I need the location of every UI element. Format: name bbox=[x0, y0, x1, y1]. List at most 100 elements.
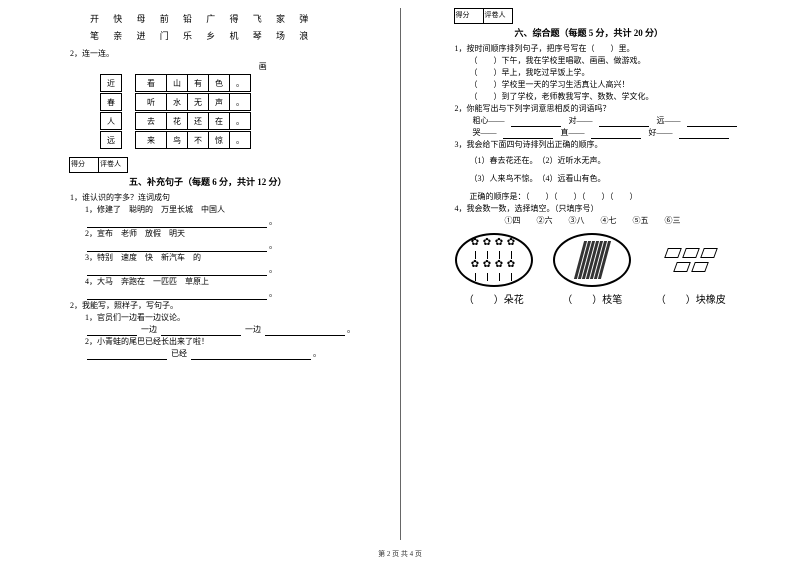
antonym-row: 哭—— 直—— 好—— bbox=[470, 127, 771, 139]
grid-cell: 山 bbox=[166, 74, 188, 92]
fill: 已经 。 bbox=[85, 348, 386, 360]
text: 一边 bbox=[141, 325, 157, 334]
right-column: 得分 评卷人 六、综合题（每题 5 分，共计 20 分） 1，按时间顺序排列句子… bbox=[405, 8, 781, 540]
grid-cell: 声 bbox=[208, 93, 230, 111]
left-box: 近 bbox=[100, 74, 122, 92]
q6-1-line: （ ）早上，我吃过早饭上学。 bbox=[470, 67, 771, 79]
oval-frame bbox=[553, 233, 631, 287]
char-row-1: 开 快 母 前 铅 广 得 飞 家 弹 bbox=[90, 12, 386, 25]
q5-1-4: 4，大马 奔跑在 一匹匹 草原上 bbox=[85, 276, 386, 288]
text: 一边 bbox=[245, 325, 261, 334]
blank-line[interactable] bbox=[161, 327, 241, 336]
blank-line[interactable] bbox=[87, 291, 267, 300]
q6-2: 2，你能写出与下列字词意思相反的词语吗？ bbox=[455, 103, 771, 115]
blank-line[interactable] bbox=[265, 327, 345, 336]
text: 哭—— bbox=[473, 128, 497, 137]
grid-cell: 。 bbox=[229, 131, 251, 149]
section-5-title: 五、补充句子（每题 6 分，共计 12 分） bbox=[30, 175, 386, 188]
q6-3: 3，我会给下面四句诗排列出正确的顺序。 bbox=[455, 139, 771, 151]
blank-line[interactable] bbox=[503, 130, 553, 139]
text: 2，宣布 老师 放假 明天 bbox=[85, 229, 185, 238]
text: 3，特别 速度 快 新汽车 的 bbox=[85, 253, 201, 262]
caption: （ ）块橡皮 bbox=[652, 291, 730, 306]
score-box: 得分 评卷人 bbox=[70, 157, 386, 173]
grid-cell: 惊 bbox=[208, 131, 230, 149]
pencils-icon bbox=[579, 241, 606, 279]
flowers-icon bbox=[471, 239, 517, 281]
blank-line[interactable] bbox=[87, 243, 267, 252]
text: 已经 bbox=[171, 349, 187, 358]
antonym-row: 粗心—— 对—— 远—— bbox=[470, 115, 771, 127]
q5-2-2: 2，小青蛙的尾巴已经长出来了啦！ bbox=[85, 336, 386, 348]
grid-row: 近 看 山 有 色 。 bbox=[100, 74, 386, 92]
q5-1-1: 1，修建了 聪明的 万里长城 中国人 bbox=[85, 204, 386, 216]
left-box: 春 bbox=[100, 93, 122, 111]
grid-cell: 看 bbox=[135, 74, 167, 92]
grid-cell: 去 bbox=[135, 112, 167, 130]
page-container: 开 快 母 前 铅 广 得 飞 家 弹 笔 亲 进 门 乐 乡 机 琴 场 浪 … bbox=[0, 0, 800, 540]
char-row-2: 笔 亲 进 门 乐 乡 机 琴 场 浪 bbox=[90, 29, 386, 42]
q6-1-line: （ ）学校里一天的学习生活真让人高兴！ bbox=[470, 79, 771, 91]
blank-line[interactable] bbox=[687, 118, 737, 127]
fill: 。 bbox=[85, 216, 386, 228]
left-box: 远 bbox=[100, 131, 122, 149]
grid-cell: 水 bbox=[166, 93, 188, 111]
blank-line[interactable] bbox=[591, 130, 641, 139]
blank-line[interactable] bbox=[599, 118, 649, 127]
q6-4: 4，我会数一数，选择填空。（只填序号） bbox=[455, 203, 771, 215]
score-box: 得分 评卷人 bbox=[455, 8, 771, 24]
grid-cell: 。 bbox=[229, 112, 251, 130]
poem-line: （3）人来鸟不惊。 （4）远看山有色。 bbox=[470, 173, 771, 185]
text: 4，大马 奔跑在 一匹匹 草原上 bbox=[85, 277, 209, 286]
text: 远—— bbox=[657, 116, 681, 125]
fill: 。 bbox=[85, 240, 386, 252]
grid-cell: 鸟 bbox=[166, 131, 188, 149]
score-cell: 得分 bbox=[69, 157, 99, 173]
q5-2: 2，我能写，照样子，写句子。 bbox=[70, 300, 386, 312]
caption-text: 枝笔 bbox=[602, 295, 622, 306]
grid-row: 春 听 水 无 声 。 bbox=[100, 93, 386, 111]
blank-line[interactable] bbox=[87, 219, 267, 228]
q6-1-line: （ ）下午，我在学校里唱歌、画画、做游戏。 bbox=[470, 55, 771, 67]
q5-1-2: 2，宣布 老师 放假 明天 bbox=[85, 228, 386, 240]
score-cell: 得分 bbox=[454, 8, 484, 24]
grid-cell: 无 bbox=[187, 93, 209, 111]
caption-text: 块橡皮 bbox=[696, 295, 726, 306]
blank-line[interactable] bbox=[191, 351, 311, 360]
text: 直—— bbox=[561, 128, 585, 137]
image-row: （ ）朵花 （ ）枝笔 （ ）块橡皮 bbox=[445, 233, 741, 306]
column-divider bbox=[400, 8, 401, 540]
match-grid: 画 近 看 山 有 色 。 春 听 水 无 声 。 人 去 花 还 bbox=[100, 61, 386, 149]
poem-line: （1）春去花还在。 （2）近听水无声。 bbox=[470, 155, 771, 167]
q6-1: 1，按时间顺序排列句子，把序号写在（ ）里。 bbox=[455, 43, 771, 55]
grid-row: 远 来 鸟 不 惊 。 bbox=[100, 131, 386, 149]
fill: 。 bbox=[85, 288, 386, 300]
q2-label: 2，连一连。 bbox=[70, 48, 386, 59]
grid-cell: 花 bbox=[166, 112, 188, 130]
grader-cell: 评卷人 bbox=[483, 8, 513, 24]
blank-line[interactable] bbox=[87, 327, 137, 336]
grid-cell: 色 bbox=[208, 74, 230, 92]
text: 对—— bbox=[569, 116, 593, 125]
blank-line[interactable] bbox=[87, 267, 267, 276]
q5-1-3: 3，特别 速度 快 新汽车 的 bbox=[85, 252, 386, 264]
section-6-title: 六、综合题（每题 5 分，共计 20 分） bbox=[515, 26, 771, 39]
q6-3-answer: 正确的顺序是：（ ）（ ）（ ）（ ） bbox=[470, 191, 771, 203]
blank-line[interactable] bbox=[679, 130, 729, 139]
text: 1，修建了 聪明的 万里长城 中国人 bbox=[85, 205, 225, 214]
q5-2-1: 1，官员们一边看一边议论。 bbox=[85, 312, 386, 324]
caption: （ ）枝笔 bbox=[553, 291, 631, 306]
grid-cell: 来 bbox=[135, 131, 167, 149]
q6-1-line: （ ）到了学校，老师教我写字、数数、学文化。 bbox=[470, 91, 771, 103]
page-footer: 第 2 页 共 4 页 bbox=[0, 549, 800, 559]
erasers-icon bbox=[661, 248, 721, 272]
q5-1: 1，谁认识的字多？连词成句 bbox=[70, 192, 386, 204]
caption-text: 朵花 bbox=[504, 295, 524, 306]
blank-line[interactable] bbox=[511, 118, 561, 127]
eraser-frame bbox=[652, 233, 730, 287]
erasers-image: （ ）块橡皮 bbox=[652, 233, 730, 306]
left-column: 开 快 母 前 铅 广 得 飞 家 弹 笔 亲 进 门 乐 乡 机 琴 场 浪 … bbox=[20, 8, 396, 540]
grader-cell: 评卷人 bbox=[98, 157, 128, 173]
blank-line[interactable] bbox=[87, 351, 167, 360]
text: 好—— bbox=[649, 128, 673, 137]
